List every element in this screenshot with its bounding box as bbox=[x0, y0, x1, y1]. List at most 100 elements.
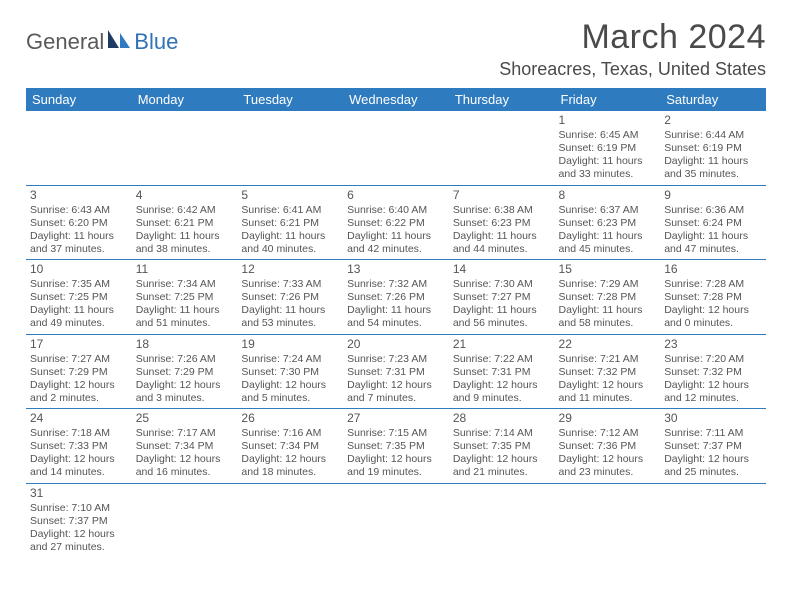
day-detail: and 35 minutes. bbox=[664, 168, 762, 181]
day-detail: Sunrise: 7:27 AM bbox=[30, 353, 128, 366]
day-detail: and 7 minutes. bbox=[347, 392, 445, 405]
col-friday: Friday bbox=[555, 88, 661, 111]
day-cell: 27Sunrise: 7:15 AMSunset: 7:35 PMDayligh… bbox=[343, 409, 449, 484]
day-detail: and 19 minutes. bbox=[347, 466, 445, 479]
day-detail: and 2 minutes. bbox=[30, 392, 128, 405]
day-detail: Sunset: 7:31 PM bbox=[453, 366, 551, 379]
day-cell: 16Sunrise: 7:28 AMSunset: 7:28 PMDayligh… bbox=[660, 260, 766, 335]
day-detail: Sunrise: 7:22 AM bbox=[453, 353, 551, 366]
day-detail: and 18 minutes. bbox=[241, 466, 339, 479]
week-row: 31Sunrise: 7:10 AMSunset: 7:37 PMDayligh… bbox=[26, 483, 766, 557]
day-detail: Sunrise: 7:15 AM bbox=[347, 427, 445, 440]
day-cell bbox=[343, 111, 449, 185]
day-number: 20 bbox=[347, 337, 445, 352]
logo-text-blue: Blue bbox=[134, 29, 178, 55]
day-cell: 3Sunrise: 6:43 AMSunset: 6:20 PMDaylight… bbox=[26, 185, 132, 260]
day-detail: Sunrise: 7:12 AM bbox=[559, 427, 657, 440]
day-cell: 12Sunrise: 7:33 AMSunset: 7:26 PMDayligh… bbox=[237, 260, 343, 335]
day-detail: Sunset: 6:24 PM bbox=[664, 217, 762, 230]
day-detail: Daylight: 12 hours bbox=[664, 304, 762, 317]
header-row: Sunday Monday Tuesday Wednesday Thursday… bbox=[26, 88, 766, 111]
day-cell bbox=[555, 483, 661, 557]
day-detail: Sunrise: 6:41 AM bbox=[241, 204, 339, 217]
day-cell: 25Sunrise: 7:17 AMSunset: 7:34 PMDayligh… bbox=[132, 409, 238, 484]
day-cell: 23Sunrise: 7:20 AMSunset: 7:32 PMDayligh… bbox=[660, 334, 766, 409]
day-detail: Daylight: 11 hours bbox=[664, 155, 762, 168]
day-detail: Sunrise: 7:29 AM bbox=[559, 278, 657, 291]
day-cell: 17Sunrise: 7:27 AMSunset: 7:29 PMDayligh… bbox=[26, 334, 132, 409]
day-detail: Sunset: 6:23 PM bbox=[453, 217, 551, 230]
week-row: 3Sunrise: 6:43 AMSunset: 6:20 PMDaylight… bbox=[26, 185, 766, 260]
day-detail: Daylight: 12 hours bbox=[559, 379, 657, 392]
day-detail: Daylight: 11 hours bbox=[347, 230, 445, 243]
day-detail: Sunset: 7:25 PM bbox=[136, 291, 234, 304]
day-number: 17 bbox=[30, 337, 128, 352]
day-detail: Sunrise: 7:17 AM bbox=[136, 427, 234, 440]
day-number: 25 bbox=[136, 411, 234, 426]
day-number: 8 bbox=[559, 188, 657, 203]
day-cell: 10Sunrise: 7:35 AMSunset: 7:25 PMDayligh… bbox=[26, 260, 132, 335]
day-detail: Daylight: 11 hours bbox=[559, 304, 657, 317]
day-detail: Sunset: 7:26 PM bbox=[241, 291, 339, 304]
col-thursday: Thursday bbox=[449, 88, 555, 111]
day-detail: and 27 minutes. bbox=[30, 541, 128, 554]
day-cell bbox=[449, 483, 555, 557]
day-cell bbox=[449, 111, 555, 185]
day-number: 18 bbox=[136, 337, 234, 352]
day-number: 9 bbox=[664, 188, 762, 203]
day-detail: Sunset: 7:37 PM bbox=[664, 440, 762, 453]
day-detail: Sunset: 6:21 PM bbox=[136, 217, 234, 230]
day-detail: Sunset: 7:27 PM bbox=[453, 291, 551, 304]
day-detail: Sunset: 6:23 PM bbox=[559, 217, 657, 230]
day-detail: Sunrise: 6:42 AM bbox=[136, 204, 234, 217]
day-cell: 8Sunrise: 6:37 AMSunset: 6:23 PMDaylight… bbox=[555, 185, 661, 260]
day-detail: Sunset: 7:26 PM bbox=[347, 291, 445, 304]
day-number: 7 bbox=[453, 188, 551, 203]
day-detail: Daylight: 12 hours bbox=[136, 379, 234, 392]
day-detail: and 21 minutes. bbox=[453, 466, 551, 479]
day-detail: Daylight: 11 hours bbox=[559, 230, 657, 243]
day-number: 16 bbox=[664, 262, 762, 277]
day-detail: Daylight: 11 hours bbox=[347, 304, 445, 317]
day-detail: Sunrise: 7:23 AM bbox=[347, 353, 445, 366]
title-block: March 2024 Shoreacres, Texas, United Sta… bbox=[499, 18, 766, 80]
day-detail: Sunset: 6:19 PM bbox=[559, 142, 657, 155]
day-detail: Sunrise: 7:28 AM bbox=[664, 278, 762, 291]
day-detail: Daylight: 12 hours bbox=[347, 453, 445, 466]
day-cell bbox=[26, 111, 132, 185]
day-cell bbox=[132, 483, 238, 557]
day-detail: and 37 minutes. bbox=[30, 243, 128, 256]
day-detail: Daylight: 11 hours bbox=[453, 304, 551, 317]
day-detail: Sunset: 6:20 PM bbox=[30, 217, 128, 230]
day-number: 13 bbox=[347, 262, 445, 277]
day-detail: and 49 minutes. bbox=[30, 317, 128, 330]
sail-icon bbox=[106, 28, 132, 56]
logo: General Blue bbox=[26, 28, 178, 56]
col-monday: Monday bbox=[132, 88, 238, 111]
day-cell: 31Sunrise: 7:10 AMSunset: 7:37 PMDayligh… bbox=[26, 483, 132, 557]
day-detail: Daylight: 11 hours bbox=[453, 230, 551, 243]
day-cell: 14Sunrise: 7:30 AMSunset: 7:27 PMDayligh… bbox=[449, 260, 555, 335]
day-cell: 1Sunrise: 6:45 AMSunset: 6:19 PMDaylight… bbox=[555, 111, 661, 185]
day-detail: Sunrise: 6:40 AM bbox=[347, 204, 445, 217]
day-detail: and 0 minutes. bbox=[664, 317, 762, 330]
day-detail: Daylight: 11 hours bbox=[136, 230, 234, 243]
day-detail: and 33 minutes. bbox=[559, 168, 657, 181]
day-cell: 26Sunrise: 7:16 AMSunset: 7:34 PMDayligh… bbox=[237, 409, 343, 484]
day-cell bbox=[237, 111, 343, 185]
day-detail: and 40 minutes. bbox=[241, 243, 339, 256]
day-number: 11 bbox=[136, 262, 234, 277]
day-detail: Sunset: 7:37 PM bbox=[30, 515, 128, 528]
day-detail: Sunset: 7:29 PM bbox=[136, 366, 234, 379]
day-number: 27 bbox=[347, 411, 445, 426]
location: Shoreacres, Texas, United States bbox=[499, 59, 766, 80]
day-detail: Daylight: 12 hours bbox=[347, 379, 445, 392]
day-cell: 19Sunrise: 7:24 AMSunset: 7:30 PMDayligh… bbox=[237, 334, 343, 409]
day-cell: 15Sunrise: 7:29 AMSunset: 7:28 PMDayligh… bbox=[555, 260, 661, 335]
day-detail: Daylight: 12 hours bbox=[30, 379, 128, 392]
day-detail: Daylight: 11 hours bbox=[241, 304, 339, 317]
day-detail: Sunrise: 7:32 AM bbox=[347, 278, 445, 291]
day-number: 15 bbox=[559, 262, 657, 277]
day-number: 23 bbox=[664, 337, 762, 352]
day-detail: and 53 minutes. bbox=[241, 317, 339, 330]
